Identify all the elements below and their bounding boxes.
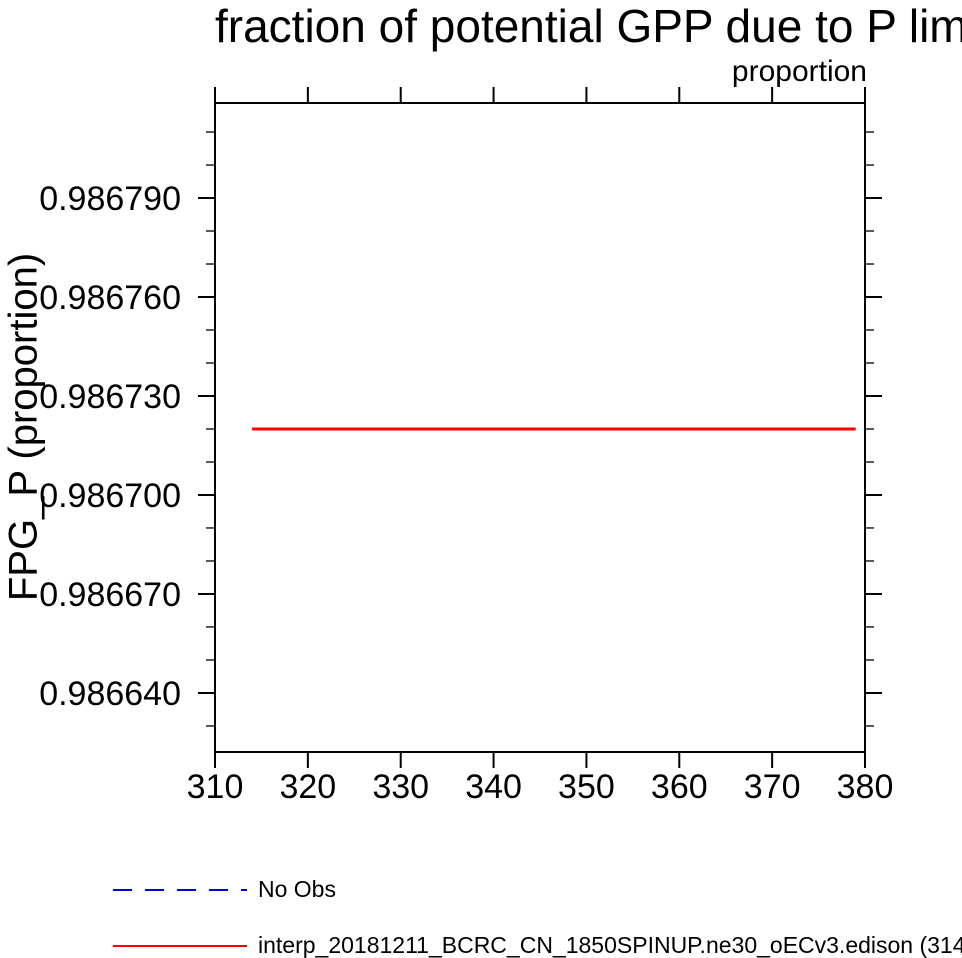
y-tick-label: 0.986790 [39, 180, 181, 218]
legend-label-run: interp_20181211_BCRC_CN_1850SPINUP.ne30_… [258, 932, 962, 958]
y-tick-label: 0.986640 [39, 675, 181, 713]
legend-label-no-obs: No Obs [258, 876, 336, 902]
legend-solid-line-swatch [113, 944, 247, 947]
y-tick-label: 0.986670 [39, 576, 181, 614]
x-tick-label: 350 [558, 768, 615, 806]
plot-box [214, 102, 866, 753]
x-tick-label: 310 [187, 768, 244, 806]
x-tick-label: 360 [651, 768, 708, 806]
y-tick-label: 0.986730 [39, 378, 181, 416]
legend-dashed-line-swatch [113, 888, 247, 891]
y-tick-label: 0.986760 [39, 279, 181, 317]
x-tick-label: 320 [279, 768, 336, 806]
x-tick-label: 340 [465, 768, 522, 806]
legend-item-run: interp_20181211_BCRC_CN_1850SPINUP.ne30_… [113, 934, 962, 957]
x-tick-label: 330 [372, 768, 429, 806]
y-tick-label: 0.986700 [39, 477, 181, 515]
legend-item-no-obs: No Obs [113, 878, 336, 901]
x-tick-label: 380 [837, 768, 894, 806]
x-tick-label: 370 [744, 768, 801, 806]
chart-title: fraction of potential GPP due to P limit… [215, 0, 962, 52]
unit-label: proportion [731, 55, 867, 88]
